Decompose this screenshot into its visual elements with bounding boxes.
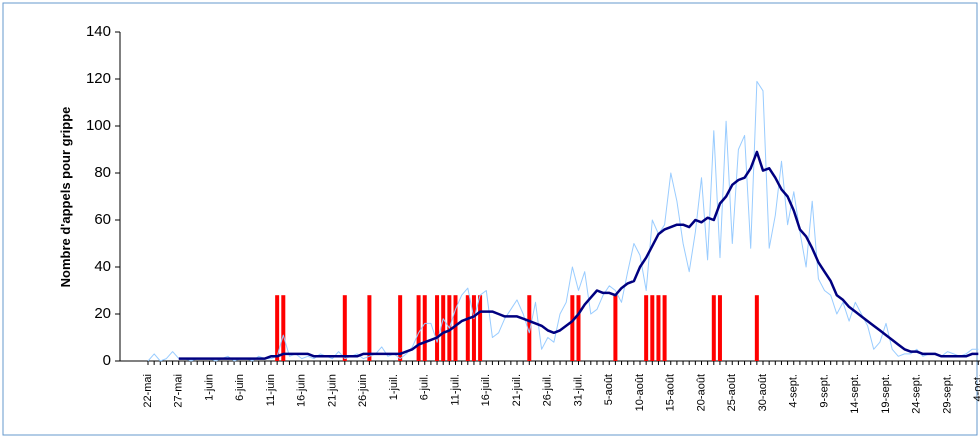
- x-tick-label: 1-juil.: [388, 374, 400, 400]
- bar: [441, 295, 446, 361]
- bar: [527, 295, 532, 361]
- x-tick-label: 31-juil.: [572, 374, 584, 406]
- x-tick-label: 4-sept.: [788, 374, 800, 408]
- x-tick-label: 16-juil.: [480, 374, 492, 406]
- x-tick-label: 10-août: [634, 374, 646, 411]
- y-tick-label: 120: [86, 70, 111, 87]
- x-tick-label: 16-juin: [296, 374, 308, 407]
- bar: [342, 295, 347, 361]
- y-tick-label: 60: [94, 211, 111, 228]
- bar: [398, 295, 403, 361]
- x-tick-label: 27-mai: [173, 374, 185, 408]
- bar: [754, 295, 759, 361]
- bar: [576, 295, 581, 361]
- x-tick-label: 9-sept.: [818, 374, 830, 408]
- bar: [416, 295, 421, 361]
- bar: [650, 295, 655, 361]
- x-tick-label: 30-août: [757, 374, 769, 411]
- bar: [711, 295, 716, 361]
- y-tick-label: 80: [94, 164, 111, 181]
- bar: [471, 295, 476, 361]
- x-tick-label: 19-sept.: [880, 374, 892, 414]
- bar: [717, 295, 722, 361]
- x-tick-label: 1-juin: [203, 374, 215, 401]
- y-axis-label: Nombre d'appels pour grippe: [58, 107, 73, 288]
- bar: [613, 295, 618, 361]
- x-tick-label: 20-août: [695, 374, 707, 411]
- x-tick-label: 6-juil.: [419, 374, 431, 400]
- x-tick-label: 11-juil.: [449, 374, 461, 406]
- x-tick-label: 6-juin: [234, 374, 246, 401]
- bar: [570, 295, 575, 361]
- bar: [662, 295, 667, 361]
- bar: [453, 295, 458, 361]
- x-tick-label: 15-août: [665, 374, 677, 411]
- bar: [478, 295, 483, 361]
- x-tick-label: 4-oct.: [972, 374, 980, 402]
- x-tick-label: 22-mai: [142, 374, 154, 408]
- y-tick-label: 100: [86, 117, 111, 134]
- x-tick-label: 25-août: [726, 374, 738, 411]
- x-tick-label: 29-sept.: [941, 374, 953, 414]
- x-tick-label: 21-juil.: [511, 374, 523, 406]
- line: [178, 150, 979, 360]
- y-tick-label: 20: [94, 305, 111, 322]
- line: [147, 80, 979, 362]
- x-tick-label: 21-juin: [326, 374, 338, 407]
- x-tick-label: 24-sept.: [911, 374, 923, 414]
- bar: [644, 295, 649, 361]
- bar: [281, 295, 286, 361]
- y-tick-label: 0: [103, 352, 111, 369]
- y-tick-label: 40: [94, 258, 111, 275]
- bar: [656, 295, 661, 361]
- x-tick-label: 11-juin: [265, 374, 277, 406]
- x-tick-label: 14-sept.: [849, 374, 861, 414]
- x-tick-label: 5-août: [603, 374, 615, 405]
- bar: [275, 295, 280, 361]
- x-tick-label: 26-juil.: [542, 374, 554, 406]
- x-tick-label: 26-juin: [357, 374, 369, 407]
- y-tick-label: 140: [86, 23, 111, 40]
- bar: [465, 295, 470, 361]
- bar: [367, 295, 372, 361]
- bar: [422, 295, 427, 361]
- bar: [435, 295, 440, 361]
